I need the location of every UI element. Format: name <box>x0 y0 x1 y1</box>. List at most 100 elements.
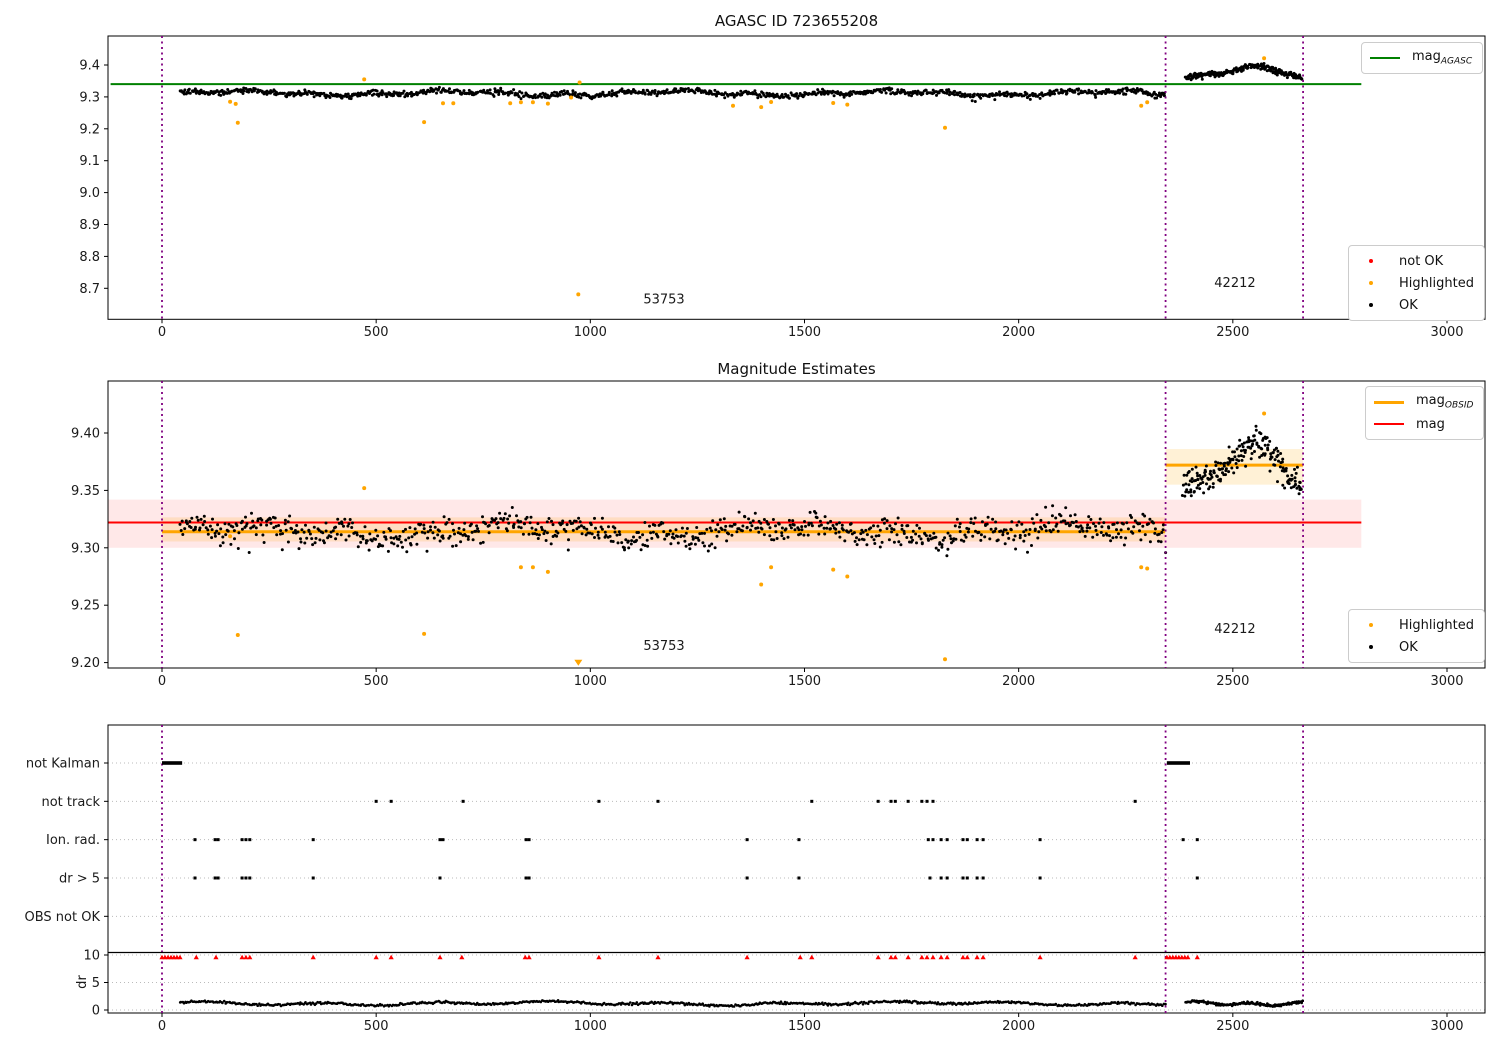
svg-text:53753: 53753 <box>643 639 684 654</box>
legend-label-ok-mid: OK <box>1399 639 1418 655</box>
scatter-ok-second <box>1180 424 1303 498</box>
svg-text:2500: 2500 <box>1216 1019 1249 1034</box>
svg-text:Ion. rad.: Ion. rad. <box>46 833 100 848</box>
dr-trace <box>178 999 1304 1008</box>
svg-text:9.30: 9.30 <box>71 541 100 556</box>
obsid-boundary-vlines <box>161 381 1304 668</box>
svg-text:dr: dr <box>75 975 90 989</box>
svg-text:OBS not OK: OBS not OK <box>25 910 101 925</box>
scatter-highlighted <box>228 411 1267 662</box>
svg-text:10: 10 <box>83 949 100 964</box>
legend-label-mag-agasc: magAGASC <box>1412 49 1473 67</box>
red-dot-sample <box>1357 250 1387 272</box>
svg-text:3000: 3000 <box>1430 325 1463 340</box>
top-chart: 53753 42212 0 500 1000 1500 2000 2500 3000 9.4 9.3… <box>79 35 1486 340</box>
svg-text:8.9: 8.9 <box>79 218 100 233</box>
axes-frame <box>107 35 1486 320</box>
svg-text:3000: 3000 <box>1430 674 1463 689</box>
svg-text:42212: 42212 <box>1214 276 1255 291</box>
svg-text:5: 5 <box>92 976 100 991</box>
svg-text:1500: 1500 <box>788 325 821 340</box>
legend-row-highlighted: Highlighted <box>1357 272 1474 294</box>
scatter-highlighted <box>228 56 1267 297</box>
y-tick-labels: 9.4 9.3 9.2 9.1 9.0 8.9 8.8 8.7 <box>79 59 108 297</box>
svg-text:53753: 53753 <box>643 293 684 308</box>
legend-label-ok: OK <box>1399 297 1418 313</box>
gridlines <box>108 762 1485 1011</box>
svg-text:9.25: 9.25 <box>71 599 100 614</box>
category-labels: not Kalman not track Ion. rad. dr > 5 OBS no… <box>25 757 108 925</box>
scatter-ok-main <box>178 504 1168 558</box>
legend-mid-lines: magOBSID mag <box>1365 386 1485 440</box>
orange-line-sample <box>1374 400 1404 404</box>
svg-text:8.8: 8.8 <box>79 250 100 265</box>
legend-row-highlighted-mid: Highlighted <box>1357 614 1474 636</box>
obsid-boundary-vlines <box>161 725 1304 1013</box>
obsid-annotations: 53753 42212 <box>643 622 1255 654</box>
x-tick-labels: 0 500 1000 1500 2000 2500 3000 <box>158 319 1464 340</box>
svg-text:not track: not track <box>41 795 100 810</box>
svg-text:500: 500 <box>364 1019 389 1034</box>
x-tick-labels: 0 500 1000 1500 2000 2500 3000 <box>158 1013 1464 1034</box>
svg-text:dr > 5: dr > 5 <box>59 871 100 886</box>
legend-label-mag-obsid: magOBSID <box>1416 393 1474 411</box>
flag-markers <box>162 761 1199 880</box>
obsid-band-0 <box>162 517 1166 542</box>
svg-text:9.3: 9.3 <box>79 90 100 105</box>
bottom-chart: 0 500 1000 1500 2000 2500 3000 not Kalman not tr… <box>25 724 1486 1034</box>
black-dot-sample <box>1357 294 1387 316</box>
svg-text:not Kalman: not Kalman <box>26 757 100 772</box>
svg-text:9.0: 9.0 <box>79 186 100 201</box>
legend-row-not-ok: not OK <box>1357 250 1474 272</box>
svg-text:0: 0 <box>92 1004 100 1019</box>
svg-text:3000: 3000 <box>1430 1019 1463 1034</box>
svg-text:0: 0 <box>158 325 166 340</box>
svg-text:1000: 1000 <box>574 325 607 340</box>
orange-dot-sample <box>1357 614 1387 636</box>
legend-label-highlighted-mid: Highlighted <box>1399 617 1474 633</box>
top-chart-title: AGASC ID 723655208 <box>714 12 879 30</box>
clipped-low-triangle <box>574 659 583 666</box>
axes-frame <box>107 380 1486 669</box>
scatter-ok-second <box>1183 62 1304 82</box>
svg-text:1500: 1500 <box>788 1019 821 1034</box>
legend-row-mag-agasc: magAGASC <box>1370 47 1472 69</box>
svg-text:9.35: 9.35 <box>71 484 100 499</box>
scatter-ok-main <box>178 85 1166 103</box>
svg-text:2000: 2000 <box>1002 325 1035 340</box>
svg-text:2500: 2500 <box>1216 325 1249 340</box>
legend-label-mag: mag <box>1416 416 1445 432</box>
middle-chart-title: Magnitude Estimates <box>717 360 876 378</box>
legend-row-ok-mid: OK <box>1357 636 1474 658</box>
axes-frame <box>107 724 1486 1014</box>
legend-row-mag: mag <box>1374 413 1473 435</box>
legend-row-mag-obsid: magOBSID <box>1374 391 1473 413</box>
obsid-boundary-vlines <box>161 36 1304 320</box>
dr-axis-label: dr <box>75 975 90 989</box>
x-tick-labels: 0 500 1000 1500 2000 2500 3000 <box>158 668 1464 689</box>
svg-text:9.4: 9.4 <box>79 59 100 74</box>
svg-text:9.20: 9.20 <box>71 656 100 671</box>
legend-label-not-ok: not OK <box>1399 253 1444 269</box>
green-line-sample <box>1370 57 1400 59</box>
legend-mag-agasc: magAGASC <box>1361 42 1484 74</box>
legend-row-ok: OK <box>1357 294 1474 316</box>
svg-text:0: 0 <box>158 674 166 689</box>
legend-mid-markers: Highlighted OK <box>1348 609 1485 663</box>
svg-text:2500: 2500 <box>1216 674 1249 689</box>
dr-tick-labels: 10 5 0 <box>83 949 108 1019</box>
obsid-annotations: 53753 42212 <box>643 276 1255 308</box>
svg-text:2000: 2000 <box>1002 674 1035 689</box>
svg-text:2000: 2000 <box>1002 1019 1035 1034</box>
svg-text:9.1: 9.1 <box>79 154 100 169</box>
legend-top-markers: not OK Highlighted OK <box>1348 245 1485 321</box>
svg-text:9.40: 9.40 <box>71 427 100 442</box>
orange-dot-sample <box>1357 272 1387 294</box>
dr-clipped-red-markers <box>159 954 1200 960</box>
svg-text:0: 0 <box>158 1019 166 1034</box>
svg-text:500: 500 <box>364 325 389 340</box>
black-dot-sample <box>1357 636 1387 658</box>
svg-text:8.7: 8.7 <box>79 282 100 297</box>
